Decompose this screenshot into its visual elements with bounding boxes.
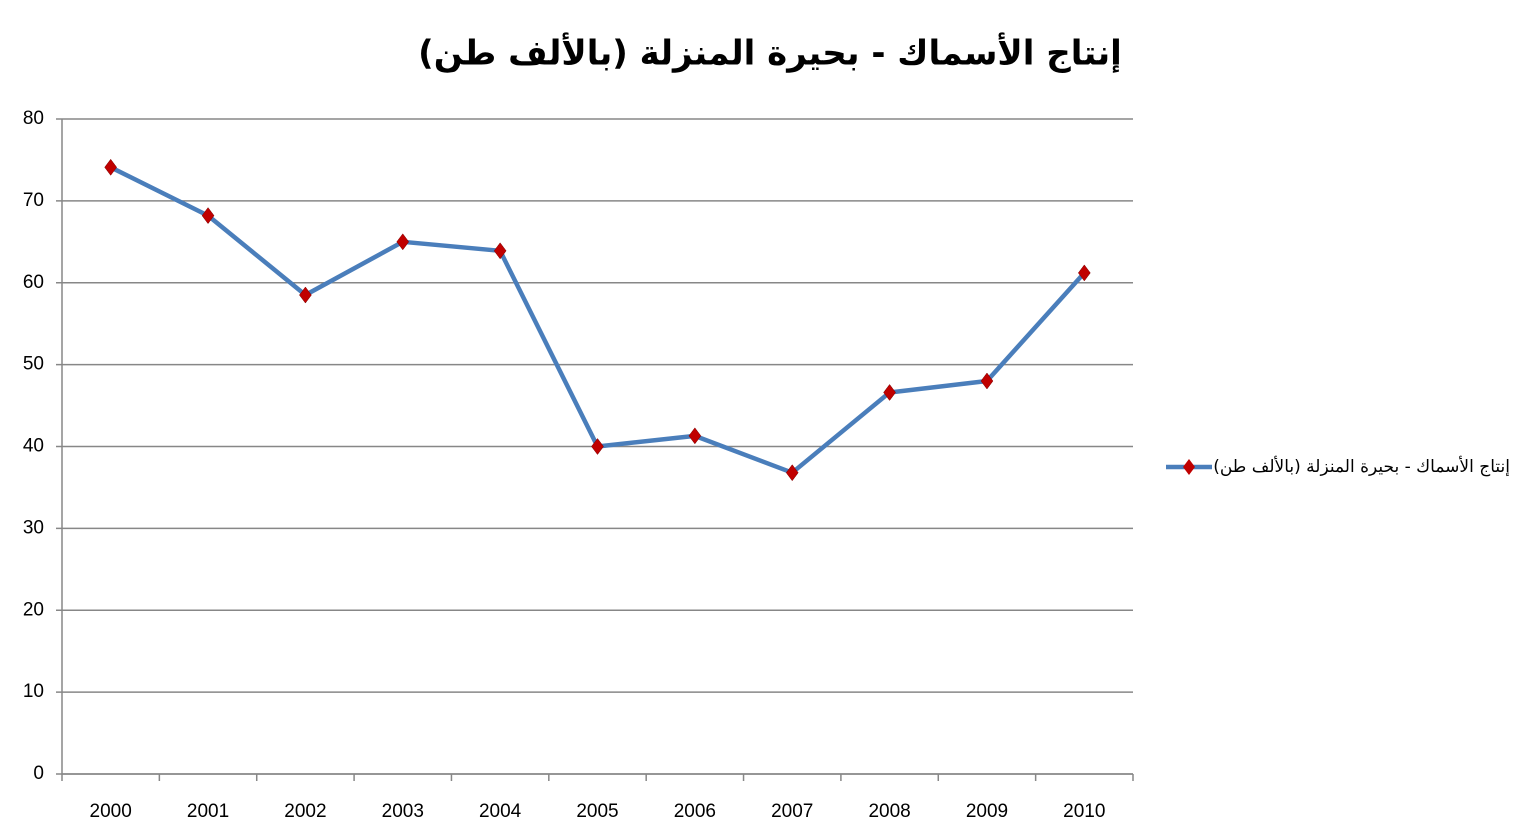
marker	[104, 158, 117, 176]
x-tick-label: 2003	[382, 801, 424, 822]
marker	[785, 464, 799, 482]
y-tick-label: 20	[23, 599, 44, 620]
x-tick-label: 2000	[90, 801, 132, 822]
marker	[201, 207, 215, 225]
x-tick-label: 2004	[479, 801, 522, 822]
y-tick-label: 30	[23, 517, 44, 538]
chart-title: إنتاج الأسماك - بحيرة المنزلة (بالألف طن…	[418, 32, 1122, 74]
y-tick-label: 40	[23, 436, 44, 457]
y-tick-label: 70	[23, 190, 44, 211]
x-tick-label: 2008	[868, 801, 910, 822]
x-tick-label: 2007	[771, 801, 813, 822]
x-tick-label: 2005	[576, 801, 618, 822]
y-tick-label: 60	[23, 272, 44, 293]
marker	[980, 372, 994, 390]
marker	[688, 427, 702, 445]
y-tick-label: 0	[33, 763, 44, 784]
marker	[299, 286, 312, 304]
y-tick-label: 80	[23, 108, 44, 129]
x-tick-label: 2010	[1063, 801, 1105, 822]
legend-marker	[1183, 459, 1195, 475]
x-tick-label: 2006	[674, 801, 716, 822]
y-tick-label: 10	[23, 681, 44, 702]
marker	[1078, 264, 1091, 282]
x-tick-label: 2001	[187, 801, 229, 822]
x-tick-label: 2002	[284, 801, 326, 822]
x-tick-label: 2009	[966, 801, 1008, 822]
legend-label: إنتاج الأسماك - بحيرة المنزلة (بالألف طن…	[1213, 456, 1510, 477]
marker	[883, 384, 896, 401]
marker	[396, 233, 410, 251]
marker	[493, 242, 507, 260]
y-tick-label: 50	[23, 354, 44, 375]
marker	[591, 438, 604, 455]
